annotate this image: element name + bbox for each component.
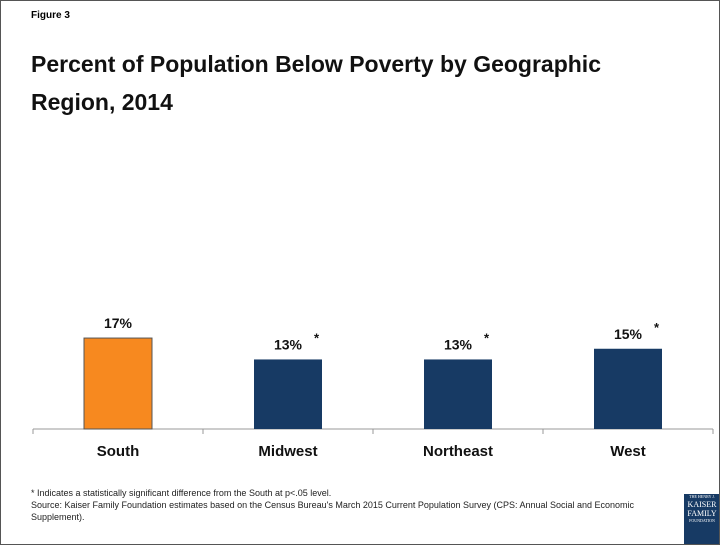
chart-title: Percent of Population Below Poverty by G… xyxy=(31,51,601,115)
bar xyxy=(254,359,322,429)
value-label: 13% xyxy=(444,336,473,352)
x-tick-label: West xyxy=(610,443,646,460)
logo-text: THE HENRY J. xyxy=(689,494,715,499)
source: Source: Kaiser Family Foundation estimat… xyxy=(31,500,635,522)
footnote: * Indicates a statistically significant … xyxy=(31,488,332,498)
value-label: 15% xyxy=(614,326,643,342)
significance-mark: * xyxy=(314,330,320,345)
bar xyxy=(83,337,153,430)
logo-text: FOUNDATION xyxy=(689,518,715,523)
significance-mark: * xyxy=(654,320,660,335)
x-tick-label: Midwest xyxy=(258,443,317,460)
x-tick-label: South xyxy=(97,443,140,460)
plot: South 17% Midwest 13% * Northeast 13% * West 15% * xyxy=(32,315,714,460)
significance-mark: * xyxy=(484,330,490,345)
value-label: 13% xyxy=(274,336,303,352)
bar xyxy=(424,359,492,429)
bar xyxy=(594,348,662,429)
logo-text: KAISER xyxy=(687,500,717,509)
x-tick-label: Northeast xyxy=(423,443,493,460)
value-label: 17% xyxy=(104,315,133,331)
figure-label: Figure 3 xyxy=(31,10,70,21)
logo: THE HENRY J. KAISER FAMILY FOUNDATION xyxy=(684,494,719,544)
logo-text: FAMILY xyxy=(687,509,717,518)
